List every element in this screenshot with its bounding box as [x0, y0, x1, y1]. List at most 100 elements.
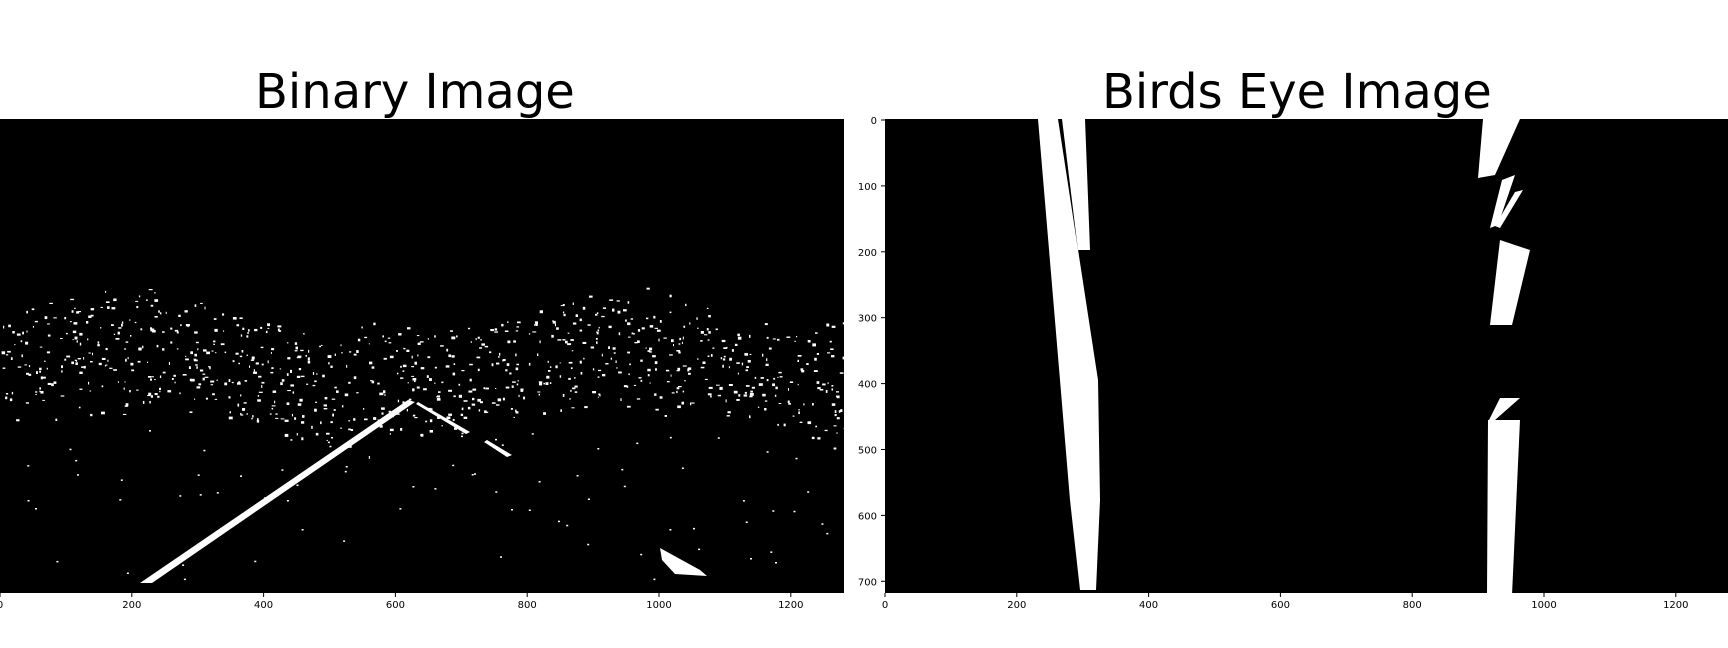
edge-pixel: [438, 391, 441, 393]
edge-pixel: [214, 352, 217, 354]
edge-pixel: [475, 338, 477, 341]
edge-pixel: [294, 417, 297, 420]
edge-pixel: [609, 299, 614, 301]
edge-pixel: [147, 361, 149, 363]
edge-pixel: [182, 564, 185, 566]
edge-pixel: [678, 386, 682, 388]
edge-pixel: [633, 333, 635, 335]
edge-pixel: [469, 378, 472, 382]
edge-pixel: [584, 406, 588, 409]
edge-pixel: [330, 365, 333, 368]
edge-pixel: [813, 370, 818, 372]
edge-pixel: [562, 304, 565, 306]
edge-pixel: [749, 392, 754, 396]
edge-pixel: [700, 366, 705, 369]
edge-pixel: [562, 394, 565, 397]
edge-pixel: [666, 369, 670, 372]
edge-pixel: [693, 527, 695, 530]
edge-pixel: [388, 342, 392, 344]
edge-pixel: [97, 344, 100, 347]
edge-pixel: [348, 428, 351, 431]
edge-pixel: [254, 560, 257, 563]
edge-pixel: [49, 302, 53, 304]
edge-pixel: [412, 486, 415, 488]
right-lane-dash: [416, 402, 470, 434]
edge-pixel: [200, 302, 203, 304]
edge-pixel: [565, 340, 568, 344]
edge-pixel: [502, 397, 505, 401]
x-tick-label: 1200: [778, 600, 803, 611]
edge-pixel: [726, 415, 730, 417]
edge-pixel: [240, 475, 242, 477]
edge-pixel: [833, 425, 837, 427]
edge-pixel: [213, 343, 215, 345]
edge-pixel: [715, 328, 718, 331]
edge-pixel: [111, 307, 116, 310]
edge-pixel: [454, 427, 458, 430]
edge-pixel: [627, 405, 631, 408]
edge-pixel: [255, 362, 259, 365]
edge-pixel: [417, 342, 421, 345]
edge-pixel: [563, 311, 565, 314]
edge-pixel: [250, 359, 255, 361]
edge-pixel: [300, 375, 305, 378]
edge-pixel: [621, 468, 624, 471]
edge-pixel: [827, 352, 831, 354]
edge-pixel: [678, 351, 681, 354]
edge-pixel: [77, 358, 81, 360]
edge-pixel: [398, 333, 402, 336]
edge-pixel: [348, 381, 351, 384]
edge-pixel: [79, 342, 82, 346]
y-tick-label: 300: [858, 314, 877, 325]
edge-pixel: [115, 338, 120, 340]
edge-pixel: [463, 400, 468, 402]
edge-pixel: [65, 332, 68, 335]
edge-pixel: [69, 321, 72, 323]
edge-pixel: [597, 329, 600, 332]
edge-pixel: [373, 417, 377, 420]
edge-pixel: [750, 390, 753, 393]
edge-pixel: [762, 353, 764, 357]
edge-pixel: [202, 377, 205, 381]
edge-pixel: [647, 374, 650, 377]
x-tick-label: 400: [254, 600, 273, 611]
edge-pixel: [21, 354, 23, 358]
edge-pixel: [150, 327, 153, 330]
edge-pixel: [194, 304, 197, 307]
edge-pixel: [46, 367, 48, 370]
edge-pixel: [314, 408, 317, 412]
x-tick-label: 600: [386, 600, 405, 611]
edge-pixel: [105, 364, 108, 366]
edge-pixel: [489, 351, 492, 354]
edge-pixel: [122, 413, 127, 415]
edge-pixel: [574, 385, 578, 388]
edge-pixel: [543, 412, 546, 415]
edge-pixel: [509, 372, 512, 375]
x-tick-label: 1000: [1531, 600, 1556, 611]
edge-pixel: [118, 327, 122, 329]
edge-pixel: [659, 320, 662, 323]
edge-pixel: [199, 369, 204, 372]
edge-pixel: [74, 307, 76, 309]
edge-pixel: [560, 409, 562, 412]
edge-pixel: [842, 356, 845, 360]
edge-pixel: [774, 394, 777, 397]
edge-pixel: [86, 321, 89, 324]
edge-pixel: [302, 415, 305, 418]
edge-pixel: [77, 311, 81, 313]
edge-pixel: [213, 340, 216, 343]
edge-pixel: [719, 386, 723, 390]
left-lane-warped: [1038, 119, 1100, 590]
edge-pixel: [149, 430, 151, 432]
edge-pixel: [640, 553, 643, 556]
edge-pixel: [608, 346, 610, 349]
edge-pixel: [290, 439, 293, 441]
edge-pixel: [773, 377, 776, 380]
edge-pixel: [79, 388, 83, 390]
edge-pixel: [558, 520, 560, 523]
edge-pixel: [520, 388, 524, 391]
edge-pixel: [569, 398, 571, 400]
edge-pixel: [831, 355, 835, 358]
edge-pixel: [257, 418, 259, 420]
edge-pixel: [772, 510, 775, 512]
